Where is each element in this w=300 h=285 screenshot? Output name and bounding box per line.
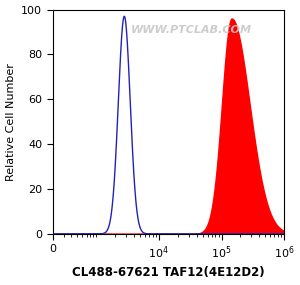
Y-axis label: Relative Cell Number: Relative Cell Number (6, 63, 16, 181)
Text: WWW.PTCLAB.COM: WWW.PTCLAB.COM (131, 25, 252, 35)
X-axis label: CL488-67621 TAF12(4E12D2): CL488-67621 TAF12(4E12D2) (72, 266, 265, 280)
